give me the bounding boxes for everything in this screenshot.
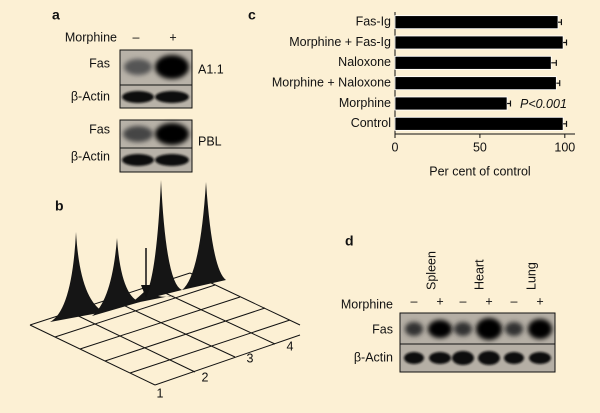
treatment-label: Morphine: [341, 297, 393, 311]
error-bar: [507, 100, 512, 107]
panel-label: c: [248, 7, 256, 23]
axis-label: 4: [287, 339, 294, 353]
condition-label: –: [411, 294, 418, 308]
panel-label: a: [52, 7, 60, 23]
error-bar: [563, 120, 568, 127]
condition-label: +: [536, 294, 543, 308]
condition-label: –: [133, 30, 140, 44]
arrow-head: [141, 285, 151, 298]
panel-label: b: [55, 198, 64, 214]
axis-label: 1: [157, 386, 164, 400]
annotation: P<0.001: [520, 97, 567, 111]
row-label: β-Actin: [71, 89, 110, 103]
y-tick-label: Naloxone: [338, 55, 391, 69]
condition-label: –: [460, 294, 467, 308]
band: [155, 55, 189, 79]
band: [122, 154, 154, 166]
condition-label: –: [511, 294, 518, 308]
tissue-label: Heart: [472, 259, 486, 290]
cell-label: PBL: [198, 134, 222, 148]
condition-label: +: [485, 294, 492, 308]
y-tick-label: Morphine + Fas-Ig: [289, 35, 391, 49]
x-tick-label: 50: [473, 140, 487, 154]
band: [124, 59, 152, 75]
histogram-peaks: [50, 180, 226, 322]
error-bar: [558, 19, 563, 26]
blot: [399, 312, 556, 373]
band: [155, 123, 189, 145]
row-label: β-Actin: [71, 149, 110, 163]
condition-label: +: [436, 294, 443, 308]
blot: [119, 119, 193, 173]
panel-b: b 1 2 3 4: [29, 180, 301, 400]
error-bar: [551, 59, 557, 66]
bar: [394, 116, 564, 131]
panel-c: c Per cent of control 0 50 100 Fas-Ig Morphi…: [248, 7, 575, 179]
x-tick-label: 0: [392, 140, 399, 154]
blot-frame: [399, 312, 556, 373]
panel-d: d Spleen Heart Lung Morphine – + – + – +: [341, 233, 556, 373]
axis-label: 3: [247, 351, 254, 365]
panel-a: a Morphine – + Fas β-Actin A1.1 Fas β-Ac…: [52, 7, 224, 173]
y-tick-label: Control: [351, 116, 391, 130]
band: [122, 91, 154, 103]
y-tick-label: Fas-Ig: [356, 14, 391, 28]
tissue-label: Spleen: [424, 251, 438, 290]
y-tick-label: Morphine: [339, 96, 391, 110]
y-tick-label: Morphine + Naloxone: [272, 75, 391, 89]
axis-label: 2: [202, 370, 209, 384]
bar: [394, 76, 557, 91]
panel-label: d: [345, 233, 354, 249]
x-tick-label: 100: [554, 140, 575, 154]
condition-label: +: [169, 30, 176, 44]
row-label: Fas: [372, 322, 393, 336]
blot: [119, 49, 193, 109]
bar: [394, 55, 552, 70]
tissue-label: Lung: [524, 262, 538, 290]
row-label: β-Actin: [354, 350, 393, 364]
x-axis-label: Per cent of control: [429, 164, 530, 178]
row-label: Fas: [89, 122, 110, 136]
bar: [394, 35, 564, 50]
cell-label: A1.1: [198, 62, 224, 76]
band: [155, 154, 189, 166]
error-bar: [563, 39, 568, 46]
bar: [394, 96, 508, 111]
band: [155, 91, 189, 103]
bar: [394, 15, 559, 30]
row-label: Fas: [89, 56, 110, 70]
error-bar: [556, 80, 561, 87]
band: [123, 126, 153, 142]
treatment-label: Morphine: [65, 30, 117, 44]
